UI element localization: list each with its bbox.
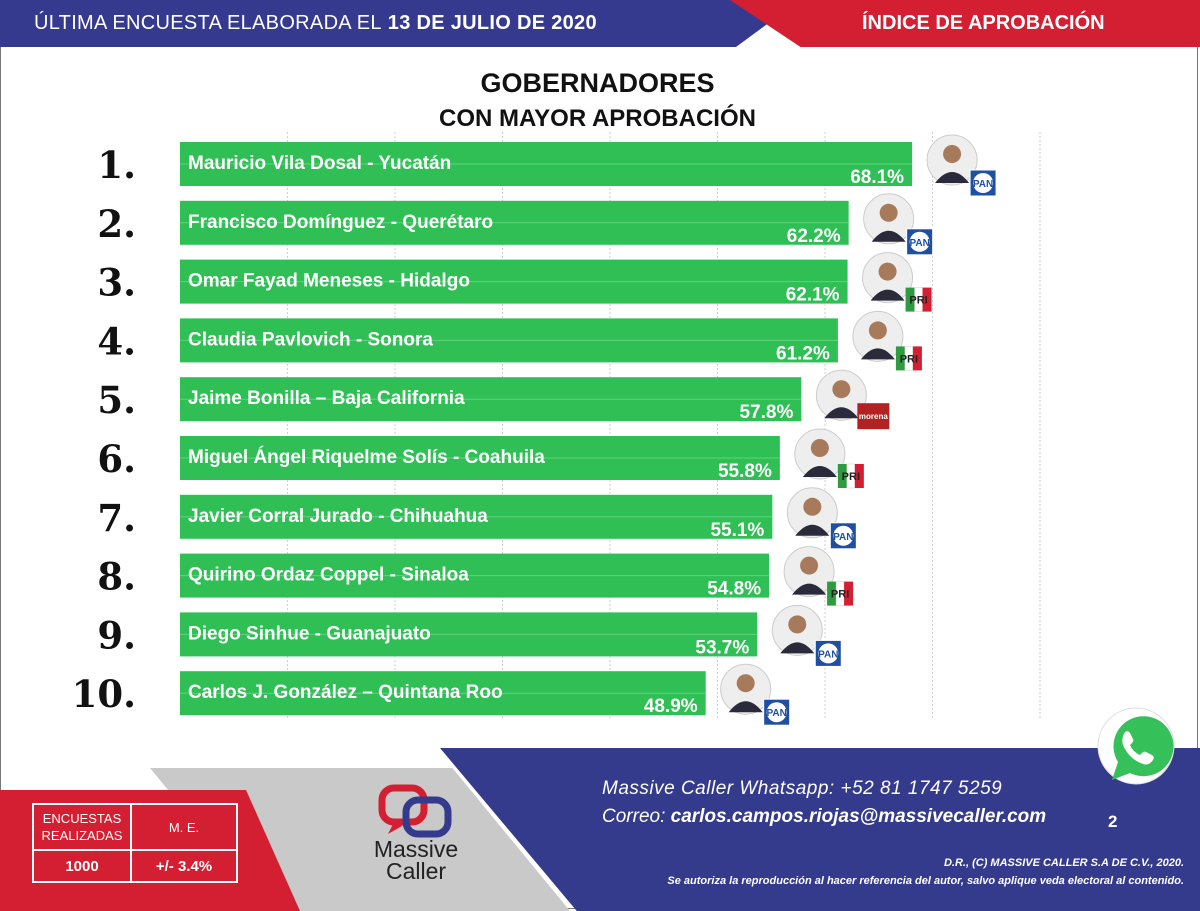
party-logo-text: PAN — [833, 532, 853, 543]
party-logo-ring — [909, 231, 930, 252]
bar-value-label: 55.1% — [710, 520, 764, 541]
massive-caller-logo-icon — [378, 784, 452, 838]
party-logo-pri-green — [827, 581, 837, 606]
party-logo-pri-red — [854, 464, 864, 488]
rank-label: 5. — [97, 378, 136, 422]
avatar-head — [943, 145, 962, 163]
surveys-value: 1000 — [32, 849, 132, 883]
margin-error-header: M. E. — [130, 803, 238, 851]
footer-band-blue — [440, 748, 1200, 911]
party-logo-pri-green — [905, 287, 915, 312]
rank-label: 6. — [97, 437, 136, 481]
bar-category-label: Omar Fayad Meneses - Hidalgo — [188, 271, 470, 292]
bar-value-label: 61.2% — [776, 343, 830, 364]
survey-date-prefix: ÚLTIMA ENCUESTA ELABORADA EL — [34, 12, 382, 34]
avatar-head — [879, 203, 898, 222]
rank-label: 9. — [97, 613, 136, 657]
avatar-head — [803, 497, 822, 516]
avatar-body — [935, 172, 970, 183]
bar-category-label: Carlos J. González – Quintana Roo — [188, 682, 503, 703]
party-logo-morena — [857, 403, 890, 430]
avatar-head — [832, 380, 851, 399]
survey-stats-table: ENCUESTAS REALIZADAS M. E. 1000 +/- 3.4% — [32, 803, 238, 883]
party-logo-pri-red — [912, 346, 922, 371]
bar-value-label: 68.1% — [850, 167, 904, 188]
whatsapp-contact: Massive Caller Whatsapp: +52 81 1747 525… — [602, 778, 1003, 799]
avatar-head — [736, 674, 755, 693]
avatar-head — [800, 556, 819, 575]
avatar-body — [870, 289, 905, 301]
bar-value-label: 55.8% — [718, 461, 772, 482]
rank-label: 7. — [97, 496, 136, 540]
bar-value-label: 48.9% — [644, 696, 698, 717]
party-logo-text: morena — [859, 412, 888, 421]
chart-title: GOBERNADORES — [480, 68, 715, 98]
avatar-body — [860, 348, 895, 360]
bar-category-label: Miguel Ángel Riquelme Solís - Coahuila — [188, 446, 545, 468]
surveys-header: ENCUESTAS REALIZADAS — [32, 803, 132, 851]
party-logo-text: PRI — [909, 295, 927, 307]
avatar-body — [802, 466, 837, 477]
party-logo-text: PRI — [831, 589, 849, 601]
party-logo-ring — [833, 525, 854, 546]
party-logo-ring — [818, 643, 839, 664]
party-logo-text: PRI — [900, 353, 918, 365]
rank-label: 4. — [97, 319, 136, 363]
party-logo-text: PAN — [909, 238, 929, 249]
bar-category-label: Mauricio Vila Dosal - Yucatán — [188, 153, 451, 174]
party-logo-text: PAN — [818, 649, 838, 660]
avatar-body — [780, 642, 815, 654]
rank-label: 10. — [72, 672, 136, 716]
party-logo-pri-red — [922, 287, 932, 312]
survey-date-line: ÚLTIMA ENCUESTA ELABORADA EL 13 DE JULIO … — [34, 12, 597, 35]
margin-error-value: +/- 3.4% — [130, 849, 238, 883]
party-logo-text: PRI — [842, 471, 860, 483]
avatar-head — [788, 615, 807, 634]
survey-date: 13 DE JULIO DE 2020 — [387, 12, 597, 34]
party-logo-text: PAN — [973, 179, 993, 190]
page-number: 2 — [1108, 812, 1118, 831]
bar-category-label: Quirino Ordaz Coppel - Sinaloa — [188, 565, 469, 586]
email-link[interactable]: carlos.campos.riojas@massivecaller.com — [670, 806, 1047, 827]
bar-category-label: Francisco Domínguez - Querétaro — [188, 212, 493, 233]
bar-category-label: Javier Corral Jurado - Chihuahua — [188, 506, 488, 527]
header-band-red — [730, 0, 1200, 47]
party-logo-ring — [766, 702, 787, 723]
party-logo-pri-green — [837, 464, 847, 488]
avatar-head — [810, 439, 829, 457]
bar-value-label: 53.7% — [695, 637, 749, 658]
rank-label: 3. — [97, 261, 136, 305]
avatar-body — [795, 524, 830, 536]
avatar-body — [728, 701, 763, 713]
party-logo-pri-green — [895, 346, 905, 371]
email-label: Correo: — [602, 806, 666, 827]
party-logo-ring — [973, 173, 994, 193]
email-contact: Correo: carlos.campos.riojas@massivecall… — [602, 806, 1046, 828]
bar-value-label: 62.2% — [787, 226, 841, 247]
bar-value-label: 62.1% — [786, 285, 840, 306]
bar-category-label: Claudia Pavlovich - Sonora — [188, 329, 433, 350]
rank-label: 2. — [97, 202, 136, 246]
avatar-body — [792, 583, 827, 595]
avatar-head — [868, 321, 887, 340]
chart-subtitle: CON MAYOR APROBACIÓN — [439, 105, 756, 132]
bar-category-label: Jaime Bonilla – Baja California — [188, 388, 465, 409]
bar-category-label: Diego Sinhue - Guanajuato — [188, 623, 431, 644]
copyright-line: D.R., (C) MASSIVE CALLER S.A DE C.V., 20… — [943, 857, 1184, 869]
rank-label: 1. — [97, 143, 136, 187]
reproduction-notice: Se autoriza la reproducción al hacer ref… — [667, 875, 1184, 887]
party-logo-text: PAN — [766, 708, 786, 719]
logo-wordmark: Massive Caller — [373, 836, 459, 884]
bar-value-label: 54.8% — [707, 579, 761, 600]
avatar-body — [824, 407, 859, 419]
party-logo-pri-red — [844, 581, 854, 606]
avatar-body — [871, 230, 906, 242]
bar-value-label: 57.8% — [739, 402, 793, 423]
rank-label: 8. — [97, 555, 136, 599]
header-band-blue — [0, 0, 800, 47]
approval-index-title: ÍNDICE DE APROBACIÓN — [862, 12, 1105, 34]
whatsapp-icon[interactable] — [1092, 706, 1178, 792]
avatar-head — [878, 262, 897, 281]
